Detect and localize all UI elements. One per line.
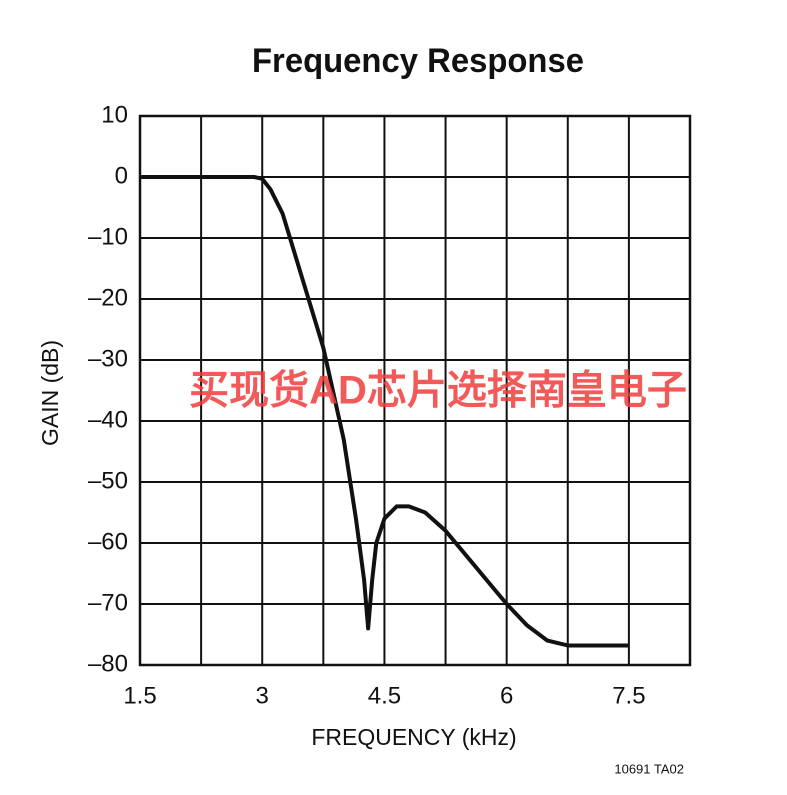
x-tick-label: 6: [500, 682, 513, 709]
watermark: 买现货AD芯片选择南皇电子: [189, 369, 687, 413]
y-tick-label: –80: [88, 650, 128, 677]
y-tick-label: –60: [88, 528, 128, 555]
y-tick-label: 10: [101, 101, 128, 128]
y-tick-label: 0: [115, 162, 128, 189]
x-tick-label: 1.5: [123, 682, 156, 709]
x-tick-label: 7.5: [612, 682, 645, 709]
x-tick-label: 4.5: [368, 682, 401, 709]
plot-area: 10 0 –10 –20 –30 –40 –50 –60 –70 –80 1.5 3 4.5 6 7.5: [88, 101, 692, 709]
chart-title: Frequency Response: [252, 42, 584, 80]
y-tick-label: –30: [88, 345, 128, 372]
figure-note: 10691 TA02: [614, 761, 684, 776]
y-tick-label: –10: [88, 223, 128, 250]
x-axis-label: FREQUENCY (kHz): [311, 724, 516, 750]
y-axis-label: GAIN (dB): [37, 340, 63, 446]
y-tick-label: –40: [88, 406, 128, 433]
x-tick-label: 3: [256, 682, 269, 709]
plot-frame: [138, 114, 692, 667]
y-tick-label: –50: [88, 467, 128, 494]
y-tick-label: –20: [88, 284, 128, 311]
line-series: [140, 175, 629, 648]
y-tick-label: –70: [88, 589, 128, 616]
